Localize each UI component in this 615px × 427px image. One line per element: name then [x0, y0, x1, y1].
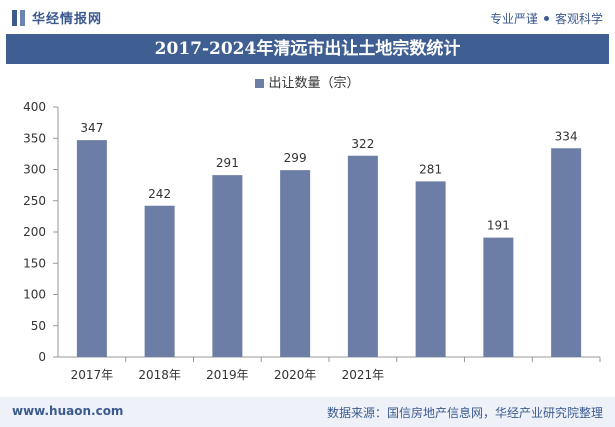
- chart-title: 2017-2024年清远市出让土地宗数统计: [6, 34, 609, 64]
- bar: [212, 175, 243, 357]
- tagline-left: 专业严谨: [489, 12, 538, 26]
- y-tick-label: 400: [23, 100, 46, 114]
- footer-website: www.huaon.com: [12, 404, 124, 418]
- bar: [483, 237, 514, 357]
- y-tick-label: 100: [23, 288, 46, 302]
- x-tick-label: 2020年: [274, 368, 317, 382]
- bullet-icon: [543, 16, 549, 21]
- bar: [76, 140, 107, 357]
- x-tick-label: 2018年: [138, 368, 181, 382]
- data-label: 347: [80, 121, 103, 135]
- bar: [280, 170, 311, 357]
- data-label: 242: [148, 187, 171, 201]
- y-tick-label: 350: [23, 131, 46, 145]
- y-tick-label: 250: [23, 194, 46, 208]
- x-tick-label: 2021年: [342, 368, 385, 382]
- data-label: 291: [216, 156, 239, 170]
- tagline: 专业严谨 客观科学: [490, 10, 603, 27]
- y-tick-label: 50: [31, 319, 46, 333]
- tagline-right: 客观科学: [554, 12, 603, 26]
- x-tick-label: 2017年: [71, 368, 114, 382]
- data-label: 322: [351, 137, 374, 151]
- bar: [144, 205, 175, 357]
- logo-icon: [12, 9, 26, 26]
- brand: 华经情报网: [12, 8, 102, 27]
- bar: [551, 148, 582, 357]
- footer-source: 数据来源：国信房地产信息网，华经产业研究院整理: [326, 406, 603, 420]
- chart-legend: 出让数量（宗）: [0, 72, 615, 91]
- data-label: 334: [555, 129, 578, 143]
- data-label: 281: [419, 162, 442, 176]
- bar: [347, 155, 378, 357]
- brand-name: 华经情报网: [32, 12, 103, 27]
- footer: www.huaon.com 数据来源：国信房地产信息网，华经产业研究院整理: [0, 397, 615, 427]
- data-label: 191: [487, 219, 510, 233]
- y-tick-label: 200: [23, 225, 46, 239]
- y-tick-label: 300: [23, 163, 46, 177]
- top-bar: 华经情报网 专业严谨 客观科学: [0, 0, 615, 34]
- x-tick-label: 2019年: [206, 368, 249, 382]
- legend-swatch: [255, 79, 265, 88]
- bar: [415, 181, 446, 357]
- legend-label: 出让数量（宗）: [268, 76, 360, 91]
- data-label: 299: [284, 151, 307, 165]
- y-tick-label: 150: [23, 256, 46, 270]
- y-tick-label: 0: [38, 350, 46, 364]
